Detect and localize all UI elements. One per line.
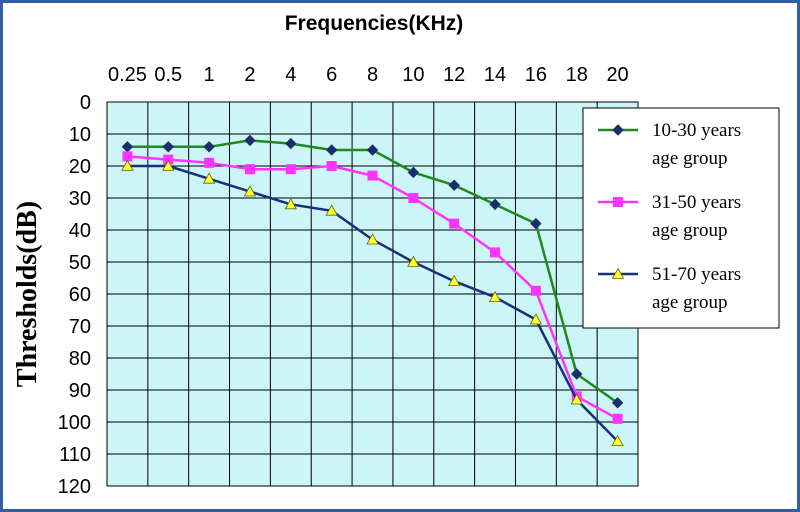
legend-swatch-marker — [612, 124, 624, 136]
data-point-square — [204, 157, 215, 168]
legend: 10-30 years age group 31-50 years age group… — [582, 107, 780, 329]
x-tick-label: 12 — [443, 64, 465, 86]
x-tick-label: 18 — [566, 64, 588, 86]
y-tick-label: 30 — [69, 188, 91, 210]
data-point-diamond — [325, 144, 338, 156]
x-tick-label: 6 — [326, 64, 337, 86]
series-2 — [122, 151, 623, 424]
series-3 — [121, 159, 624, 447]
data-point-triangle — [448, 274, 461, 287]
x-tick-label: 4 — [285, 64, 296, 86]
data-point-square — [612, 413, 623, 424]
y-tick-label: 90 — [69, 380, 91, 402]
x-tick-label: 20 — [606, 64, 628, 86]
y-tick-label: 20 — [69, 156, 91, 178]
data-point-triangle — [570, 393, 583, 405]
data-point-triangle — [529, 313, 543, 325]
data-point-square — [530, 285, 541, 296]
legend-label: age group — [652, 220, 727, 241]
x-tick-label: 2 — [244, 64, 255, 86]
legend-label: 10-30 years — [652, 120, 741, 141]
data-point-diamond — [530, 217, 542, 230]
legend-label: 51-70 years — [652, 264, 741, 285]
x-tick-label: 16 — [525, 64, 547, 86]
data-point-square — [449, 218, 460, 229]
y-tick-label: 100 — [58, 412, 91, 434]
legend-box — [582, 107, 780, 329]
legend-label: 31-50 years — [652, 192, 741, 213]
data-point-diamond — [162, 141, 174, 153]
legend-swatch-marker — [611, 267, 625, 279]
legend-item: 51-70 years age group — [598, 264, 741, 313]
data-point-triangle — [488, 290, 502, 303]
y-tick-label: 70 — [69, 316, 91, 338]
y-tick-label: 60 — [69, 284, 91, 306]
data-point-diamond — [489, 198, 501, 211]
y-tick-label: 50 — [69, 252, 91, 274]
data-point-square — [163, 154, 174, 165]
x-axis-title: Frequencies(KHz) — [285, 12, 464, 35]
data-point-triangle — [366, 233, 379, 245]
x-tick-label: 0.25 — [108, 64, 147, 86]
y-tick-label: 0 — [80, 92, 91, 114]
legend-label: age group — [652, 148, 727, 169]
y-tick-label: 120 — [58, 476, 91, 498]
legend-item: 10-30 years age group — [598, 120, 741, 169]
legend-item: 31-50 years age group — [598, 192, 741, 241]
x-axis-ticks: 0.25 0.5 1 2 4 6 8 10 12 14 16 18 20 — [108, 64, 629, 86]
x-tick-label: 1 — [204, 64, 215, 86]
data-point-diamond — [285, 137, 297, 150]
data-point-triangle — [162, 159, 175, 171]
data-point-square — [490, 247, 501, 258]
data-point-square — [367, 170, 378, 181]
data-point-diamond — [611, 397, 624, 409]
data-point-square — [408, 193, 419, 203]
grid — [107, 101, 638, 487]
y-tick-label: 10 — [69, 124, 91, 146]
data-point-triangle — [243, 185, 257, 197]
data-point-diamond — [407, 166, 420, 179]
y-tick-label: 80 — [69, 348, 91, 370]
data-point-square — [122, 151, 133, 162]
data-point-triangle — [325, 204, 338, 216]
y-tick-label: 40 — [69, 220, 91, 242]
y-axis-ticks: 0 10 20 30 40 50 60 70 80 90 100 110 120 — [58, 92, 91, 498]
x-tick-label: 10 — [402, 64, 424, 86]
series-1 — [121, 134, 624, 409]
data-point-diamond — [203, 141, 215, 153]
data-point-triangle — [202, 172, 216, 184]
y-tick-label: 110 — [59, 444, 91, 466]
y-axis-title: Thresholds(dB) — [12, 201, 43, 387]
x-tick-label: 0.5 — [154, 64, 182, 86]
data-point-square — [244, 164, 255, 175]
series-layer — [121, 134, 624, 447]
data-point-square — [285, 164, 296, 175]
data-point-triangle — [407, 255, 420, 267]
legend-swatch-marker — [613, 197, 623, 207]
x-tick-label: 8 — [367, 64, 378, 86]
data-point-diamond — [244, 134, 256, 147]
data-point-diamond — [366, 144, 379, 156]
data-point-triangle — [284, 198, 297, 210]
data-point-diamond — [571, 368, 583, 380]
data-point-triangle — [121, 159, 134, 171]
data-point-triangle — [611, 434, 624, 447]
legend-label: age group — [652, 292, 727, 313]
data-point-diamond — [448, 179, 460, 191]
x-tick-label: 14 — [484, 64, 506, 86]
data-point-square — [326, 161, 337, 171]
